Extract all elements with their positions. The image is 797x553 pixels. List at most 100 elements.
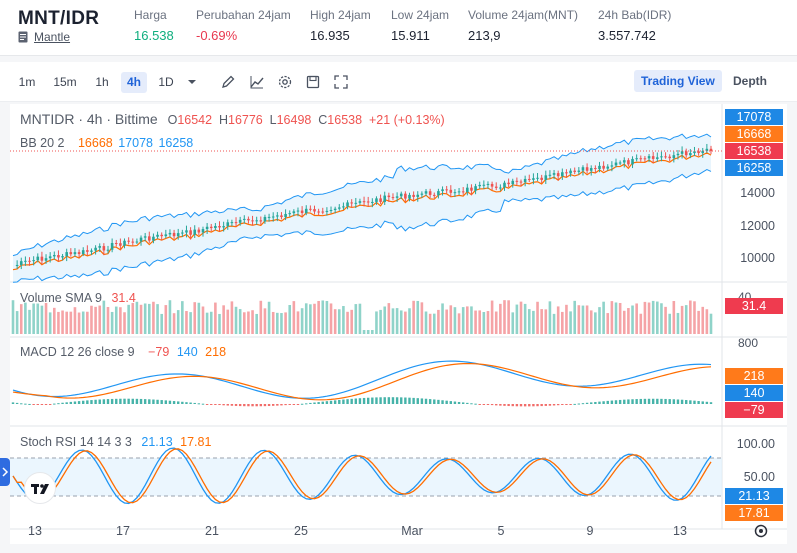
volume-bar [276,312,279,334]
volume-bar [656,301,659,334]
macd-histogram-bar [693,400,696,404]
candle-body [449,189,453,193]
candle-body [544,175,548,180]
macd-histogram-bar [333,400,337,404]
save-icon[interactable] [305,74,321,90]
macd-histogram-bar [375,397,378,404]
candle-body [432,194,436,196]
drawing-toolbar-toggle[interactable] [0,458,10,486]
macd-histogram-bar [680,399,684,404]
line-chart-icon[interactable] [249,74,265,90]
trading-view-button[interactable]: Trading View [634,70,722,92]
macd-histogram-bar [28,403,31,405]
interval-1h[interactable]: 1h [95,75,109,89]
candle-body [391,197,395,199]
macd-badge-label: 218 [744,369,765,383]
macd-histogram-bar [540,404,543,407]
candle-body [172,232,176,237]
macd-histogram-bar [569,404,572,405]
candle-body [102,246,106,251]
candle-body [214,225,217,229]
candle-body [494,186,498,188]
macd-histogram-bar [676,399,680,404]
interval-1d[interactable]: 1D [158,75,174,89]
volume-bar [441,303,444,334]
candle-body [205,226,209,230]
macd-histogram-bar [243,404,246,407]
volume-bar [123,312,126,334]
macd-histogram-bar [515,404,519,407]
volume-bar [234,306,238,334]
candle-body [676,153,680,156]
time-axis-label: 25 [294,524,308,538]
volume-bar [606,313,610,334]
volume-bar [408,308,411,334]
depth-button[interactable]: Depth [733,74,767,88]
macd-histogram-bar [214,404,217,405]
stat-high: High 24jam 16.935 [310,8,371,43]
volume-bar [651,300,655,334]
candle-body [152,236,155,241]
volume-bar [602,301,605,334]
interval-4h[interactable]: 4h [121,72,147,93]
interval-15m[interactable]: 15m [53,75,77,89]
candle-body [573,170,577,172]
macd-histogram-bar [148,399,151,404]
interval-1m[interactable]: 1m [18,75,36,89]
candle-body [255,220,258,222]
candle-body [110,242,114,250]
macd-histogram-bar [106,399,110,404]
settings-gear-icon[interactable] [754,524,768,538]
volume-bar [309,304,312,334]
macd-histogram-bar [482,404,486,405]
volume-bar [561,311,564,334]
macd-histogram-bar [672,399,676,404]
candle-body [569,170,572,174]
project-link[interactable]: Mantle [34,30,71,44]
volume-bar [391,308,395,334]
candle-body [218,225,221,228]
fullscreen-icon[interactable] [333,74,349,90]
macd-histogram-bar [358,398,362,404]
chart-area[interactable]: 14000 12000 10000 17078 16668 16538 16258 40 31.… [10,104,787,544]
stoch-band-fill [10,458,722,496]
price-chart[interactable]: 140001200010000170781666816538162584031.… [10,104,787,544]
volume-bar [205,312,209,334]
volume-bar [226,309,230,334]
candle-body [561,172,564,177]
time-axis-label: 21 [205,524,219,538]
candle-body [424,191,428,194]
macd-histogram-bar [507,404,510,407]
gear-icon[interactable] [277,74,293,90]
time-axis-label: 13 [28,524,42,538]
volume-bar [709,313,713,334]
volume-bar [635,303,638,334]
macd-histogram-bar [387,397,391,404]
macd-histogram-bar [420,398,424,404]
macd-hist-value: −79 [148,345,170,359]
candle-body [627,160,630,165]
volume-bar [532,310,535,334]
candle-body [164,234,168,237]
macd-histogram-bar [143,399,147,404]
volume-bar [627,308,630,334]
macd-histogram-bar [511,404,514,407]
volume-bar [684,305,688,334]
candle-body [428,191,432,195]
macd-badge [725,368,783,384]
candle-body [656,157,659,159]
macd-legend: MACD 12 26 close 9 −79 140 218 [20,345,227,359]
volume-bar [664,306,667,334]
pencil-icon[interactable] [220,74,236,90]
candle-body [32,260,35,262]
candle-body [181,232,184,234]
stoch-axis-label: 50.00 [744,470,775,484]
candle-body [69,252,73,255]
candle-body [523,178,527,183]
volume-bar [24,302,27,334]
macd-histogram-bar [474,403,477,405]
chevron-down-icon[interactable] [184,74,200,90]
volume-bar [325,300,329,334]
stoch-badge-label: 21.13 [738,489,769,503]
volume-bar [263,308,267,334]
